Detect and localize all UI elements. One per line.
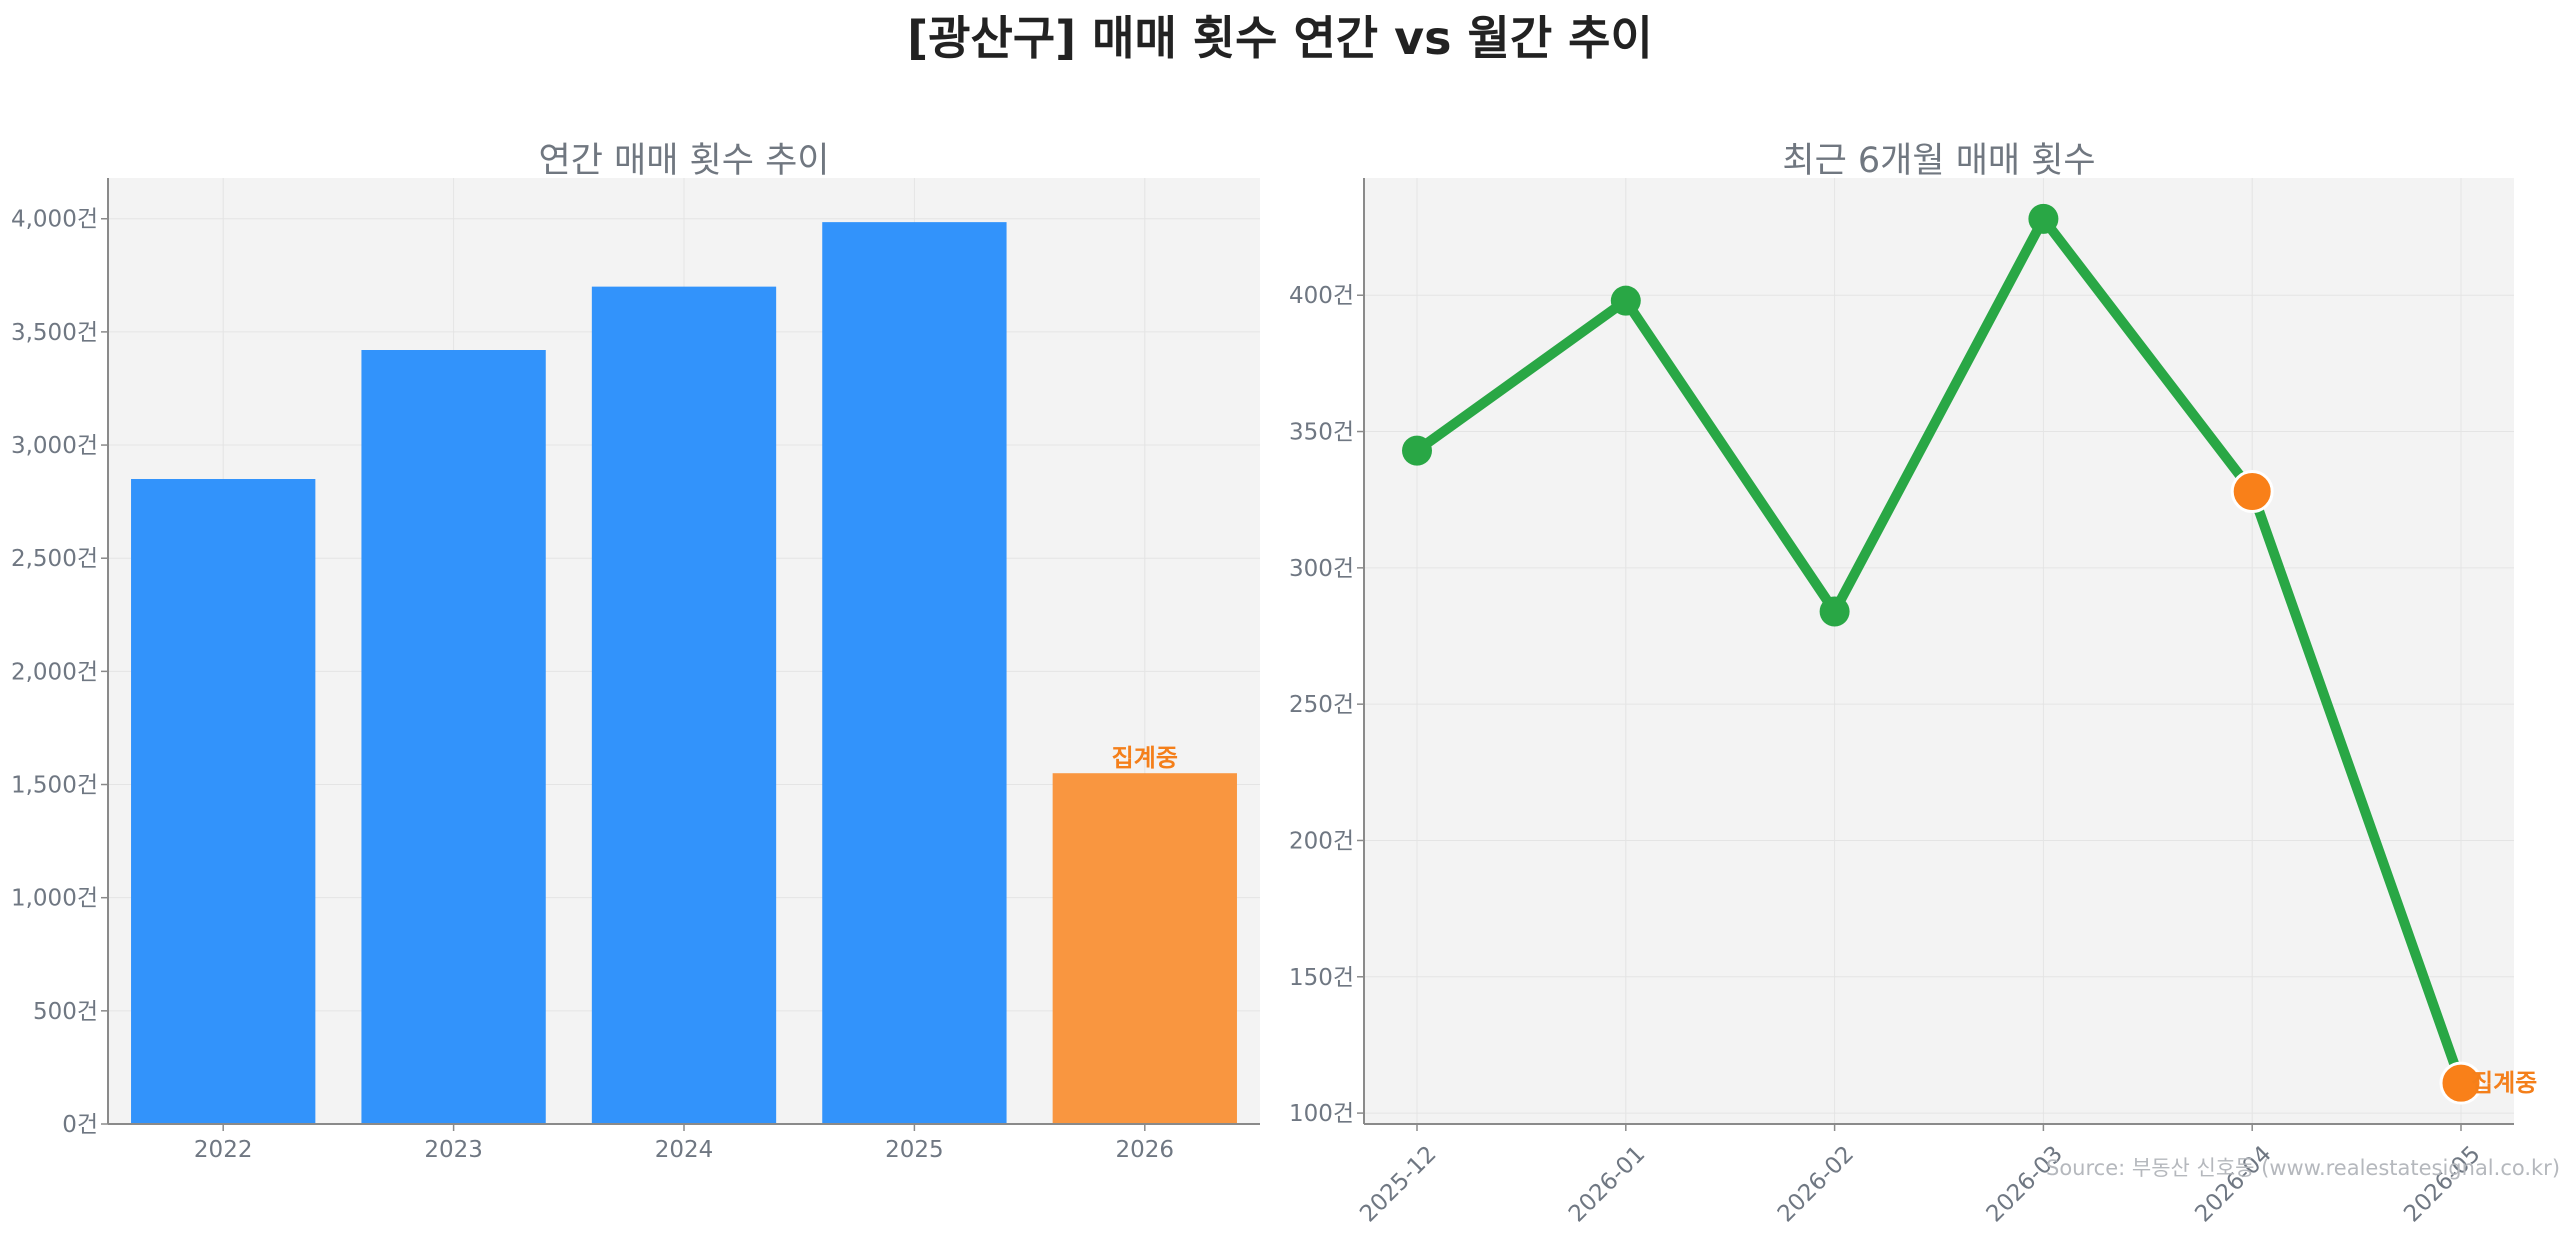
monthly-x-tick-label: 2025-12 [1355, 1141, 1441, 1227]
annual-x-tick-label: 2025 [885, 1137, 944, 1163]
annual-y-tick-label: 2,500건 [11, 546, 98, 572]
monthly-point-2026-05 [2439, 1061, 2483, 1105]
monthly-y-tick-label: 200건 [1289, 828, 1354, 854]
annual-y-tick-label: 0건 [62, 1112, 98, 1138]
monthly-y-tick-label: 350건 [1289, 420, 1354, 446]
annual-bar-2022 [131, 479, 316, 1124]
monthly-plot-area [1364, 178, 2514, 1124]
annual-x-tick-label: 2023 [424, 1137, 483, 1163]
annual-chart-title: 연간 매매 횟수 추이 [538, 141, 830, 181]
annual-bar-2025 [822, 222, 1007, 1124]
annual-y-tick-label: 1,500건 [11, 773, 98, 799]
monthly-series-line [1412, 213, 2466, 1089]
annual-y-tick-label: 2,000건 [11, 659, 98, 685]
annual-y-tick-label: 1,000건 [11, 886, 98, 912]
annual-bar-2023 [361, 350, 546, 1124]
annual-partial-label: 집계중 [1112, 744, 1178, 772]
annual-y-tick-label: 4,000건 [11, 207, 98, 233]
annual-x-tick-label: 2022 [194, 1137, 253, 1163]
annual-y-tick-label: 3,500건 [11, 320, 98, 346]
annual-x-tick-label: 2024 [655, 1137, 714, 1163]
annual-x-tick-label: 2026 [1116, 1137, 1175, 1163]
monthly-x-tick-label: 2026-01 [1564, 1141, 1650, 1227]
annual-y-tick-label: 3,000건 [11, 433, 98, 459]
source-note: Source: 부동산 신호등 (www.realestatesignal.co… [2046, 1156, 2560, 1180]
monthly-point-2026-03 [2028, 203, 2059, 234]
annual-bar-2024 [591, 286, 777, 1124]
annual-y-tick-label: 500건 [33, 999, 98, 1025]
monthly-y-tick-label: 250건 [1289, 692, 1354, 718]
monthly-x-tick-label: 2026-02 [1773, 1141, 1859, 1227]
monthly-y-tick-label: 150건 [1289, 965, 1354, 991]
annual-bar-chart: 0건 500건 1,000건 1,500건 2,000건 2,500건 3,000건 3,50… [11, 178, 1260, 1163]
monthly-point-2026-02 [1819, 596, 1850, 627]
monthly-point-2026-04 [2230, 470, 2274, 514]
monthly-point-2025-12 [1402, 435, 1432, 466]
main-title: [광산구] 매매 횟수 연간 vs 월간 추이 [907, 11, 1653, 65]
monthly-y-tick-label: 400건 [1289, 283, 1354, 309]
monthly-chart-title: 최근 6개월 매매 횟수 [1782, 141, 2096, 181]
monthly-point-2026-01 [1610, 285, 1641, 316]
monthly-y-tick-label: 300건 [1289, 556, 1354, 582]
monthly-partial-label: 집계중 [2471, 1069, 2537, 1097]
annual-bar-2026 [1052, 773, 1237, 1124]
monthly-y-tick-label: 100건 [1289, 1101, 1354, 1127]
